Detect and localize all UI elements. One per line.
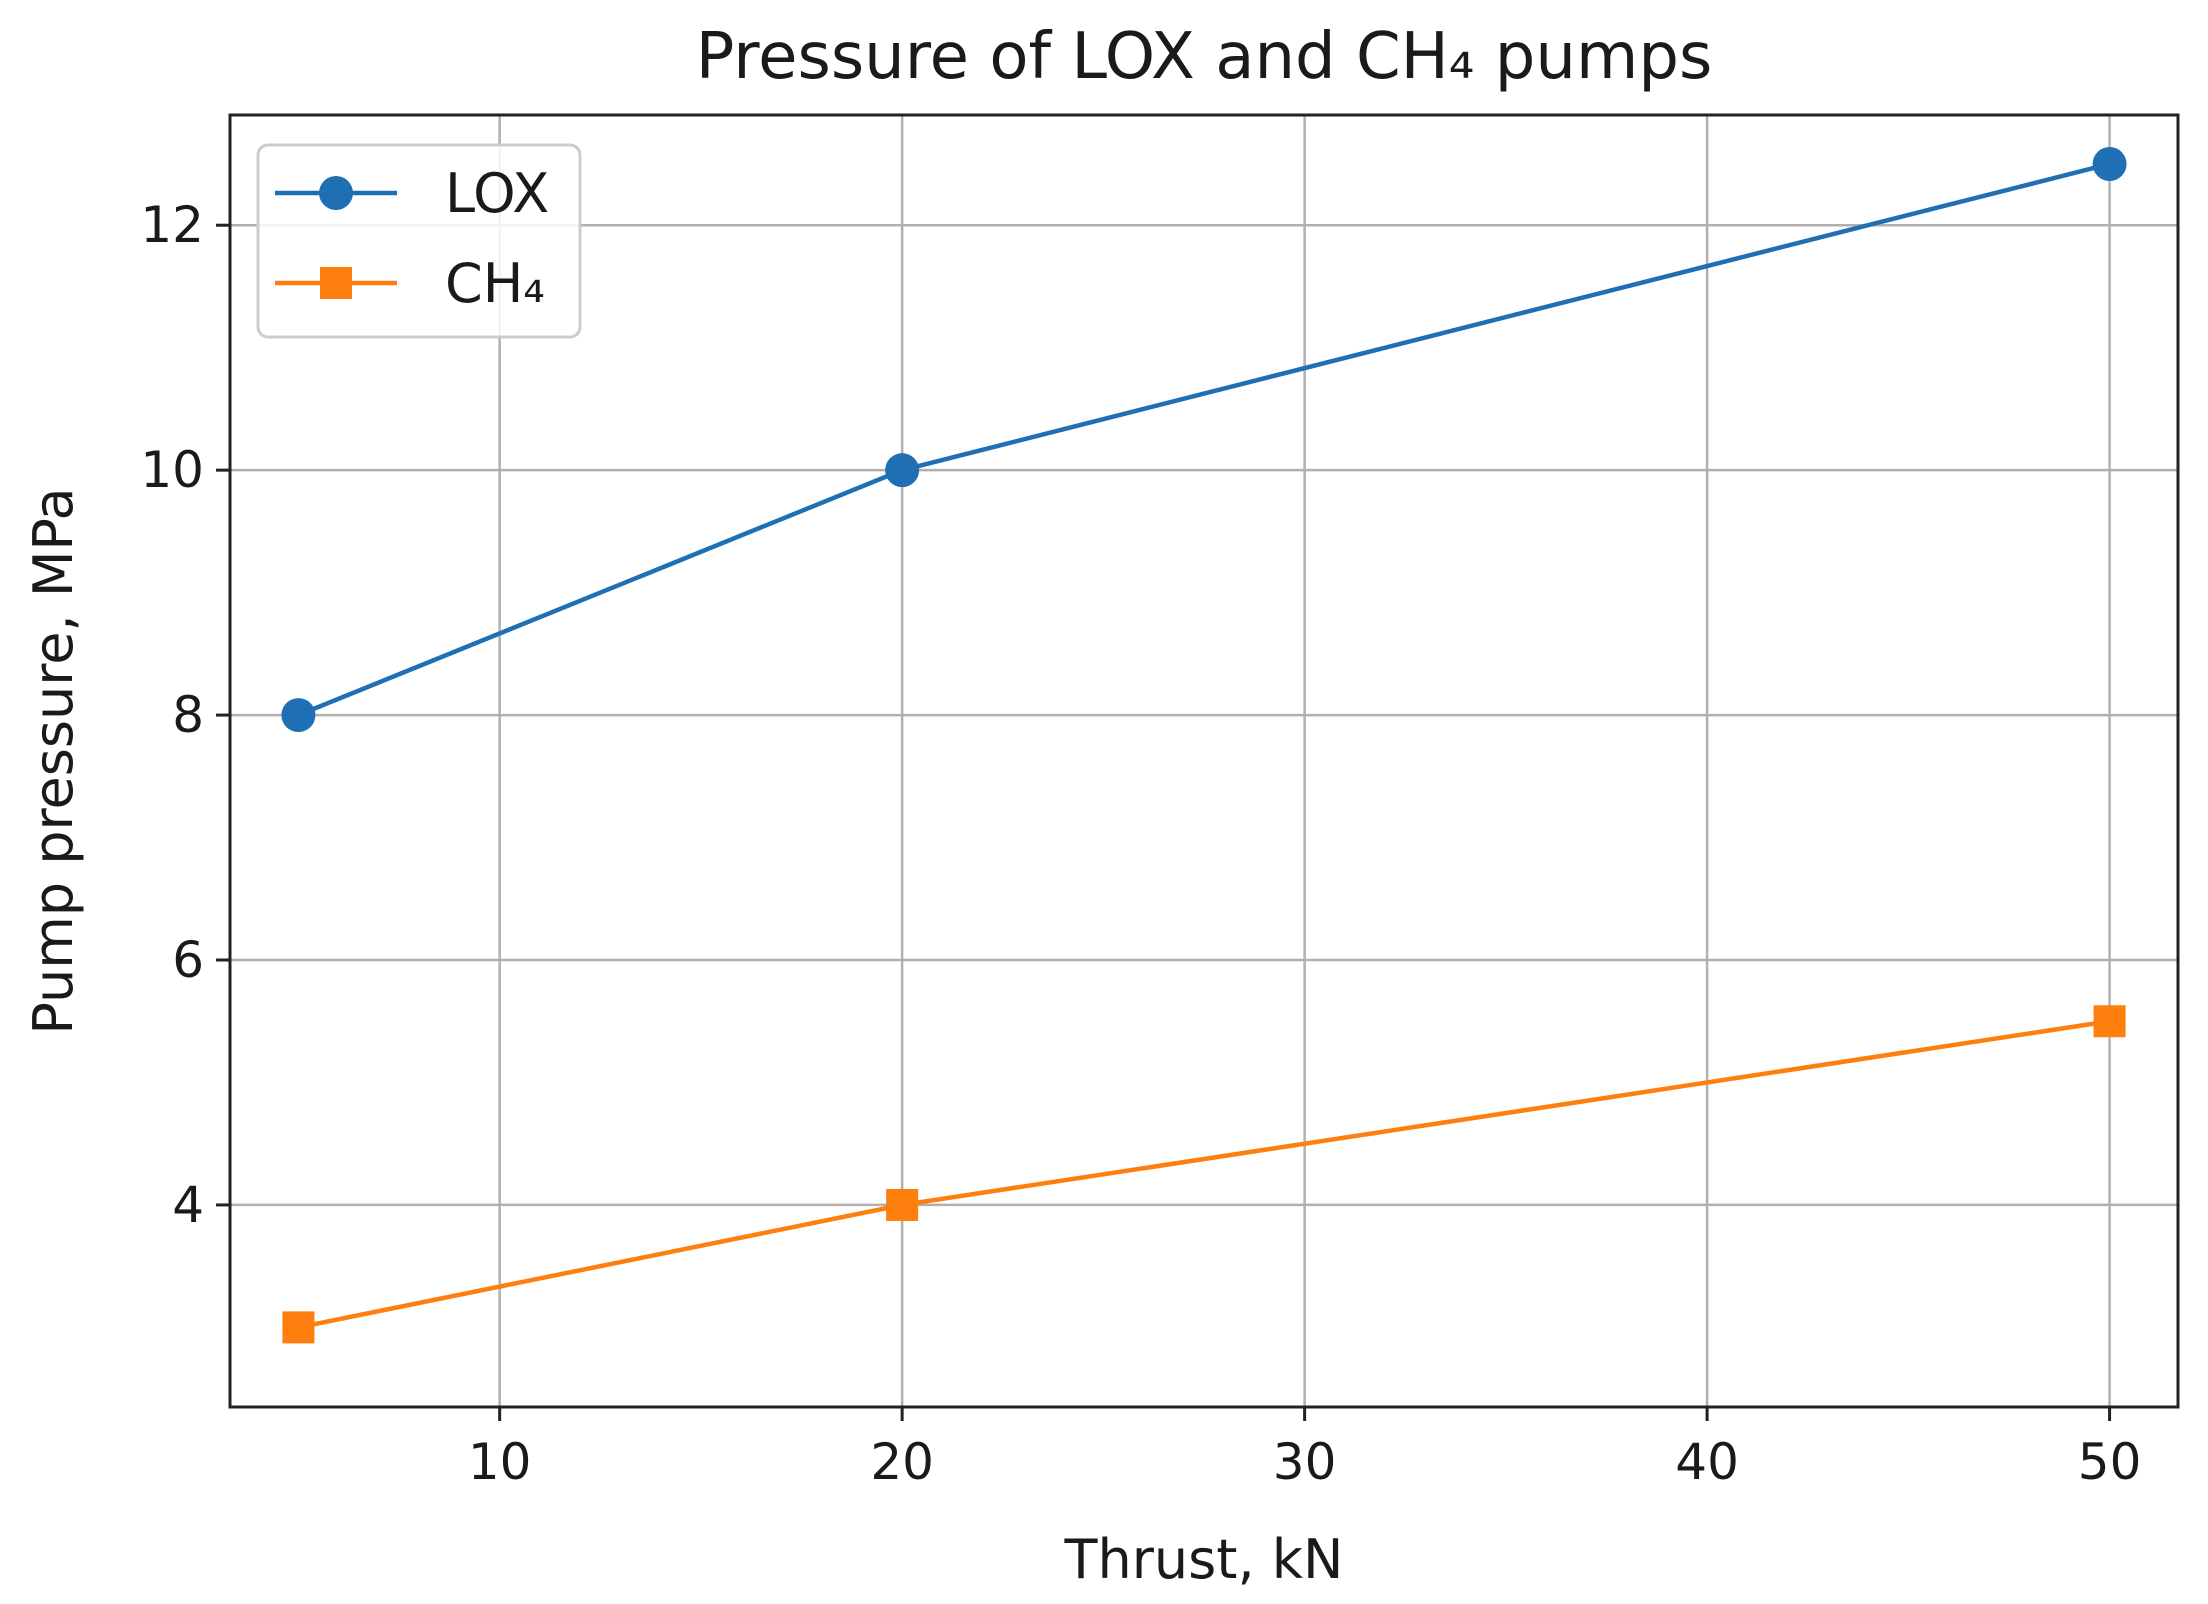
x-tick-label: 10 <box>468 1433 532 1491</box>
legend-entry-lox: LOX <box>275 162 549 225</box>
y-tick-label: 4 <box>172 1176 204 1234</box>
y-tick-label: 10 <box>140 441 204 499</box>
data-point-ch <box>2093 1005 2126 1038</box>
y-tick-label: 8 <box>172 686 204 744</box>
plot-frame <box>228 113 2180 1409</box>
series-lox <box>281 146 2127 733</box>
series-layer <box>281 146 2127 1344</box>
legend-label: LOX <box>445 162 549 225</box>
x-tick-label: 30 <box>1273 1433 1337 1491</box>
y-axis-label: Pump pressure, MPa <box>22 487 85 1034</box>
legend: LOX CH₄ <box>256 143 582 339</box>
legend-marker-lox <box>319 176 353 210</box>
data-point-lox <box>885 453 920 488</box>
data-point-lox <box>281 698 316 733</box>
grid-lines <box>230 115 2178 1407</box>
chart-title: Pressure of LOX and CH₄ pumps <box>696 20 1713 94</box>
legend-entry-ch: CH₄ <box>275 252 545 315</box>
series-ch <box>282 1005 2126 1344</box>
legend-label: CH₄ <box>445 252 545 315</box>
data-point-lox <box>2092 146 2127 181</box>
axis-ticks: 10 20 30 40 50 4 6 8 10 12 <box>140 196 2141 1491</box>
data-point-ch <box>886 1188 919 1221</box>
y-tick-label: 12 <box>140 196 204 254</box>
x-tick-label: 50 <box>2078 1433 2142 1491</box>
y-tick-label: 6 <box>172 931 204 989</box>
x-tick-label: 40 <box>1675 1433 1739 1491</box>
legend-marker-ch <box>320 267 352 299</box>
x-axis-label: Thrust, kN <box>1064 1528 1344 1591</box>
x-tick-label: 20 <box>870 1433 934 1491</box>
data-point-ch <box>282 1311 315 1344</box>
